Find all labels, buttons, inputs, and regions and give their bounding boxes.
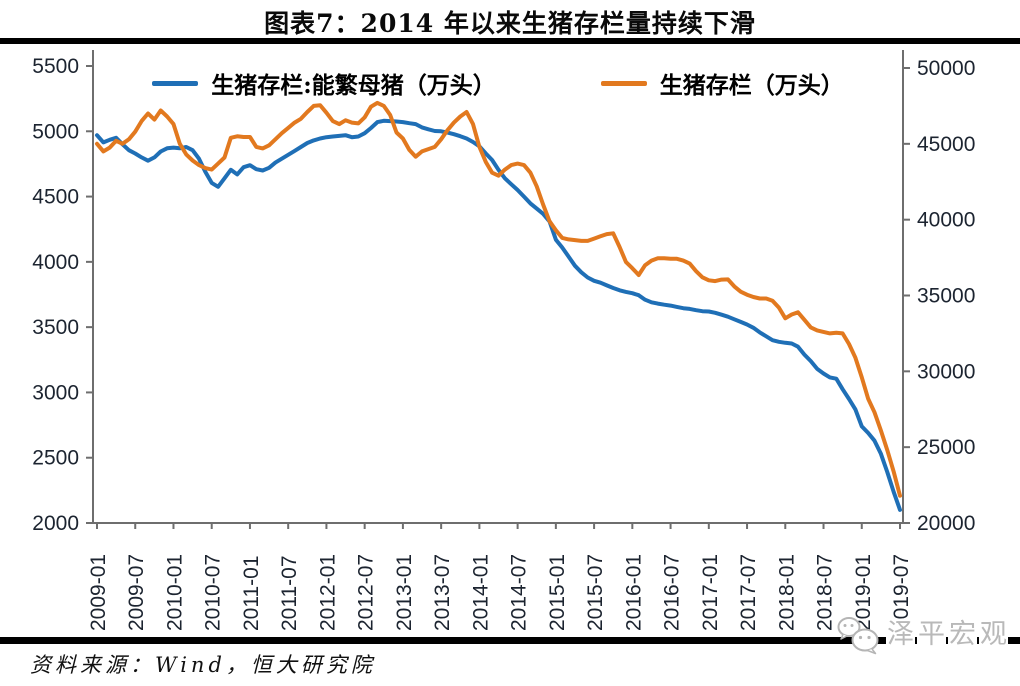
- right-tick-label: 30000: [917, 360, 975, 383]
- watermark: 泽平宏观: [836, 615, 1008, 655]
- footer-divider: [0, 637, 1020, 644]
- right-tick-label: 20000: [917, 512, 975, 535]
- right-tick-label: 25000: [917, 436, 975, 459]
- legend-swatch-orange: [600, 80, 647, 86]
- right-tick-label: 50000: [917, 57, 975, 80]
- left-tick-label: 2500: [32, 447, 79, 470]
- series-line-1: [95, 100, 902, 498]
- x-tick-label: 2019-07: [890, 554, 913, 631]
- legend-item-sow: 生猪存栏:能繁母猪（万头）: [152, 66, 496, 100]
- legend-label-pig: 生猪存栏（万头）: [659, 72, 844, 99]
- left-tick-label: 2000: [32, 512, 79, 535]
- x-tick-label: 2012-01: [316, 554, 339, 631]
- x-tick-label: 2014-01: [469, 554, 492, 631]
- x-tick-label: 2013-07: [431, 554, 454, 631]
- x-tick-label: 2019-01: [852, 554, 875, 631]
- x-tick-label: 2014-07: [508, 554, 531, 631]
- page-title: 图表7：2014 年以来生猪存栏量持续下滑: [264, 9, 756, 38]
- title-divider: [0, 38, 1020, 44]
- left-tick-label: 3500: [32, 316, 79, 339]
- watermark-label: 泽平宏观: [884, 615, 1008, 655]
- watermark-char: 宏: [948, 619, 977, 650]
- watermark-char: 平: [917, 619, 946, 650]
- x-tick-label: 2010-01: [163, 554, 186, 631]
- x-tick-label: 2015-07: [584, 554, 607, 631]
- right-tick-label: 40000: [917, 209, 975, 232]
- x-tick-label: 2009-01: [87, 554, 110, 631]
- x-tick-label: 2017-07: [737, 554, 760, 631]
- x-tick-label: 2011-01: [240, 555, 263, 631]
- left-tick-label: 4000: [32, 251, 79, 274]
- x-tick-label: 2017-01: [699, 554, 722, 631]
- series-line-0: [95, 118, 902, 512]
- legend-item-pig: 生猪存栏（万头）: [600, 66, 844, 100]
- legend-label-sow: 生猪存栏:能繁母猪（万头）: [211, 72, 496, 99]
- x-tick-label: 2016-01: [622, 554, 645, 631]
- legend-swatch-blue: [152, 80, 199, 86]
- right-tick-label: 45000: [917, 133, 975, 156]
- left-tick-label: 5500: [32, 55, 79, 78]
- chart-legend: 生猪存栏:能繁母猪（万头） 生猪存栏（万头）: [93, 66, 903, 100]
- x-tick-label: 2010-07: [202, 554, 225, 631]
- wechat-icon: [837, 617, 879, 655]
- x-tick-label: 2015-01: [546, 554, 569, 631]
- x-tick-label: 2013-01: [393, 554, 416, 631]
- left-tick-label: 5000: [32, 120, 79, 143]
- right-tick-label: 35000: [917, 285, 975, 308]
- left-tick-label: 3000: [32, 381, 79, 404]
- watermark-char: 泽: [886, 619, 915, 650]
- source-note: 资料来源：Wind，恒大研究院: [30, 653, 376, 677]
- x-tick-label: 2009-07: [125, 554, 148, 631]
- x-tick-label: 2016-07: [661, 554, 684, 631]
- x-tick-label: 2012-07: [355, 554, 378, 631]
- left-tick-label: 4500: [32, 186, 79, 209]
- watermark-char: 观: [979, 619, 1008, 650]
- x-tick-label: 2018-01: [775, 554, 798, 631]
- x-tick-label: 2018-07: [814, 554, 837, 631]
- x-tick-label: 2011-07: [278, 555, 301, 631]
